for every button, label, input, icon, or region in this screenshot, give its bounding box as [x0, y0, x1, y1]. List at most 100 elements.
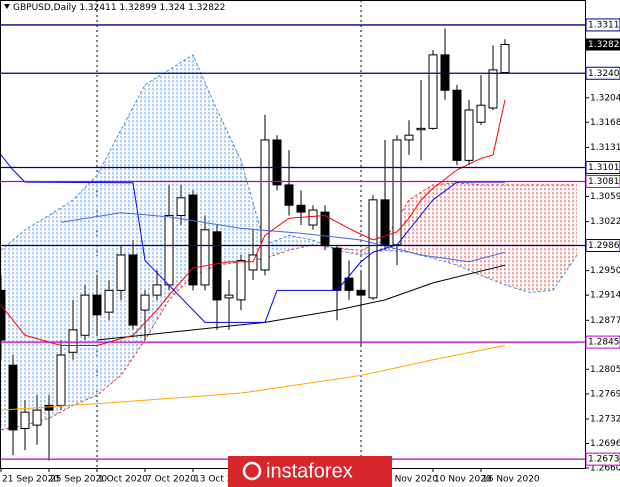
- candle-body: [44, 404, 54, 411]
- candle-body: [416, 127, 426, 131]
- cloud-segment: [553, 184, 577, 291]
- x-tick-label: 7 Oct 2020: [146, 475, 196, 485]
- candle-body: [476, 104, 486, 123]
- indicator-line: [0, 154, 505, 323]
- level-price-box: [585, 161, 620, 175]
- candle-body: [320, 211, 330, 246]
- candle-body: [188, 194, 198, 286]
- level-price-label: 1.26730: [588, 455, 620, 465]
- cloud-segment: [289, 235, 313, 251]
- candle-body: [212, 231, 222, 301]
- level-price-label: 1.31015: [588, 163, 620, 173]
- close-price: 1.32822: [188, 3, 225, 13]
- candle-body: [8, 364, 18, 431]
- candle-body: [200, 229, 210, 286]
- cloud-segment: [337, 248, 361, 255]
- y-tick-label: 1.27320: [590, 414, 620, 424]
- y-tick-label: 1.26600: [590, 464, 620, 474]
- candle-body: [344, 277, 354, 291]
- candle-body: [332, 247, 342, 291]
- level-price-label: 1.32400: [588, 69, 620, 79]
- current-price-label: 1.32822: [588, 40, 620, 50]
- cloud-segment: [121, 84, 145, 376]
- level-price-box: [585, 335, 620, 349]
- cloud-segment: [1, 229, 25, 430]
- cloud-segment: [145, 69, 169, 341]
- cloud-segment: [49, 199, 73, 419]
- cloud-segment: [529, 184, 553, 293]
- level-price-label: 1.30810: [588, 177, 620, 187]
- candle-body: [128, 254, 138, 326]
- x-tick-label: 10 Nov 2020: [434, 475, 492, 485]
- y-tick-label: 1.30220: [590, 217, 620, 227]
- y-tick-label: 1.32040: [590, 93, 620, 103]
- candle-body: [296, 204, 306, 213]
- cloud-segment: [409, 184, 433, 259]
- candle-body: [260, 139, 270, 271]
- x-tick-label: 21 Sep 2020: [2, 475, 59, 485]
- candle-body: [104, 289, 114, 313]
- candle-body: [464, 109, 474, 161]
- cloud-segment: [241, 160, 265, 262]
- candle-body: [500, 44, 510, 74]
- candle-body: [80, 294, 90, 336]
- watermark: instaforex: [228, 456, 392, 487]
- watermark-box: [228, 456, 392, 487]
- high-price: 1.32899: [119, 3, 156, 13]
- candle-body: [284, 184, 294, 206]
- cloud-segment: [97, 129, 121, 396]
- span-b-line: [0, 54, 578, 293]
- level-price-box: [585, 239, 620, 253]
- low-price: 1.324: [160, 3, 186, 13]
- y-tick-label: 1.31310: [590, 143, 620, 153]
- level-price-box: [585, 66, 620, 80]
- chart-title: GBPUSD,Daily 1.32411 1.32899 1.324 1.328…: [13, 3, 225, 13]
- level-price-label: 1.28450: [588, 338, 620, 348]
- cloud-segment: [481, 184, 505, 285]
- watermark-logo: [242, 461, 262, 481]
- candle-body: [440, 54, 450, 91]
- x-tick-label: 13 Oct 2020: [194, 475, 250, 485]
- level-price-box: [585, 18, 620, 32]
- cloud-segment: [265, 235, 289, 259]
- candle-body: [224, 294, 234, 299]
- y-tick-label: 1.31680: [590, 118, 620, 128]
- indicator-line: [96, 264, 506, 341]
- level-price-label: 1.29869: [588, 241, 620, 251]
- watermark-text: instaforex: [266, 460, 353, 482]
- candle-body: [140, 294, 150, 311]
- y-tick-label: 1.28770: [590, 316, 620, 326]
- candle-body: [452, 89, 462, 161]
- candle-body: [488, 69, 498, 109]
- level-price-box: [585, 174, 620, 188]
- y-tick-label: 1.26960: [590, 439, 620, 449]
- span-a-line: [0, 182, 577, 431]
- plot-area: [0, 0, 585, 468]
- y-tick-label: 1.30590: [590, 192, 620, 202]
- candle-body: [236, 259, 246, 301]
- symbol: GBPUSD,Daily: [13, 3, 77, 13]
- y-tick-label: 1.29500: [590, 266, 620, 276]
- candle-body: [356, 289, 366, 296]
- cloud-segment: [217, 110, 241, 266]
- candle-body: [308, 209, 318, 226]
- candle-body: [248, 254, 258, 271]
- cloud-segment: [505, 184, 529, 293]
- candle-body: [380, 199, 390, 246]
- cloud-segment: [433, 182, 457, 266]
- level-price-box: [585, 452, 620, 466]
- cloud-segment: [169, 54, 193, 300]
- indicator-line: [0, 345, 506, 411]
- candle-body: [68, 329, 78, 353]
- candle-body: [92, 294, 102, 316]
- current-price-box: [586, 38, 620, 51]
- title-arrow: [4, 4, 10, 9]
- y-tick-label: 1.29140: [590, 291, 620, 301]
- indicator-line: [0, 99, 506, 346]
- candle-body: [176, 197, 186, 216]
- y-tick-label: 1.27690: [590, 389, 620, 399]
- x-tick-label: 25 Sep 2020: [50, 475, 107, 485]
